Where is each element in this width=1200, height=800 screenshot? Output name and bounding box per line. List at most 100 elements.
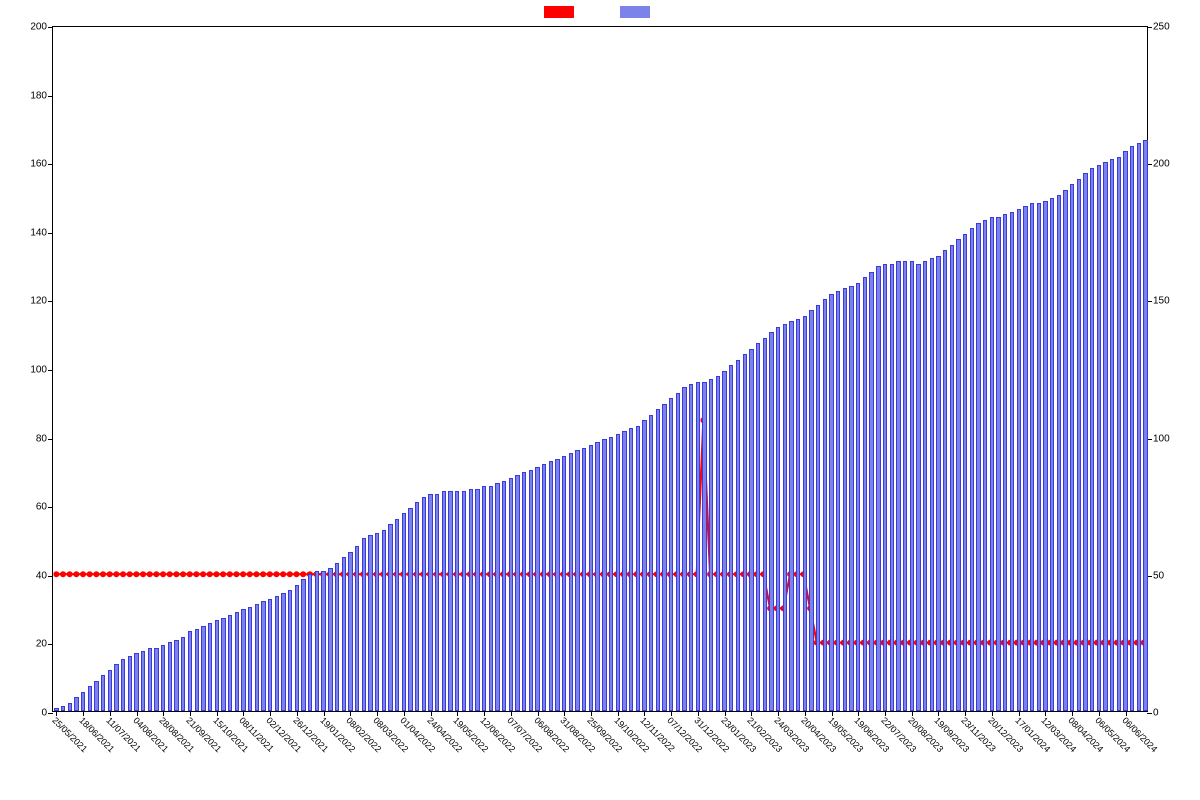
bar [903, 261, 907, 711]
line-marker [140, 571, 146, 577]
bar [482, 486, 486, 711]
bar [843, 288, 847, 711]
bar [749, 349, 753, 711]
bar [308, 574, 312, 711]
bar [68, 703, 72, 711]
x-tick [858, 711, 859, 716]
bar [863, 277, 867, 711]
x-tick [698, 711, 699, 716]
bar [408, 508, 412, 711]
line-marker [93, 571, 99, 577]
line-marker [273, 571, 279, 577]
line-marker [127, 571, 133, 577]
bar [248, 607, 252, 711]
bar [195, 629, 199, 711]
legend-item-bar [620, 6, 656, 18]
x-tick [725, 711, 726, 716]
bar [1023, 206, 1027, 711]
bar [395, 519, 399, 711]
bar [268, 599, 272, 712]
line-marker [133, 571, 139, 577]
line-marker [53, 571, 59, 577]
line-marker [200, 571, 206, 577]
bar [729, 365, 733, 711]
y-left-tick [48, 96, 53, 97]
bar [382, 530, 386, 711]
bar [702, 382, 706, 711]
x-tick [778, 711, 779, 716]
bar [509, 478, 513, 711]
x-tick [83, 711, 84, 716]
line-marker [107, 571, 113, 577]
bar [549, 461, 553, 711]
bar [502, 481, 506, 711]
bar [388, 524, 392, 711]
bar [422, 497, 426, 711]
bar [796, 319, 800, 711]
x-tick [1045, 711, 1046, 716]
bar [235, 612, 239, 711]
bar [1030, 203, 1034, 711]
line-marker [260, 571, 266, 577]
x-tick [805, 711, 806, 716]
x-tick [644, 711, 645, 716]
line-marker [147, 571, 153, 577]
bar [983, 220, 987, 711]
bar [174, 640, 178, 711]
line-marker [187, 571, 193, 577]
y-left-tick [48, 164, 53, 165]
bar [976, 223, 980, 711]
bar [542, 464, 546, 711]
bar [890, 264, 894, 711]
bar [215, 620, 219, 711]
bar [128, 656, 132, 711]
x-tick [270, 711, 271, 716]
y-left-tick [48, 370, 53, 371]
bar [689, 384, 693, 711]
bar [208, 623, 212, 711]
bar [342, 557, 346, 711]
bar [1083, 173, 1087, 711]
bar [1063, 190, 1067, 711]
line-marker [180, 571, 186, 577]
bar [275, 596, 279, 711]
bar [609, 437, 613, 711]
bar [448, 491, 452, 711]
line-marker [193, 571, 199, 577]
bar [535, 467, 539, 711]
x-tick [56, 711, 57, 716]
bar [829, 294, 833, 711]
bar [595, 442, 599, 711]
bar [515, 475, 519, 711]
bar [869, 272, 873, 711]
legend-swatch-line [544, 6, 574, 18]
line-marker [267, 571, 273, 577]
bar [582, 448, 586, 711]
bar [716, 376, 720, 711]
x-tick [404, 711, 405, 716]
legend-swatch-bar [620, 6, 650, 18]
bar [255, 604, 259, 711]
x-tick [511, 711, 512, 716]
bar [642, 420, 646, 711]
line-marker [173, 571, 179, 577]
bar [622, 431, 626, 711]
x-tick [751, 711, 752, 716]
y-left-tick [48, 644, 53, 645]
line-marker [233, 571, 239, 577]
bar [295, 585, 299, 711]
bar [181, 637, 185, 711]
x-tick [1019, 711, 1020, 716]
bar [121, 659, 125, 711]
bar [709, 379, 713, 711]
bar [141, 651, 145, 711]
bar [1090, 168, 1094, 711]
y-left-tick [48, 576, 53, 577]
bar [154, 648, 158, 711]
x-tick [1099, 711, 1100, 716]
bar [148, 648, 152, 711]
bar [188, 631, 192, 711]
bar [575, 450, 579, 711]
bar [662, 404, 666, 711]
bar [1143, 140, 1147, 711]
